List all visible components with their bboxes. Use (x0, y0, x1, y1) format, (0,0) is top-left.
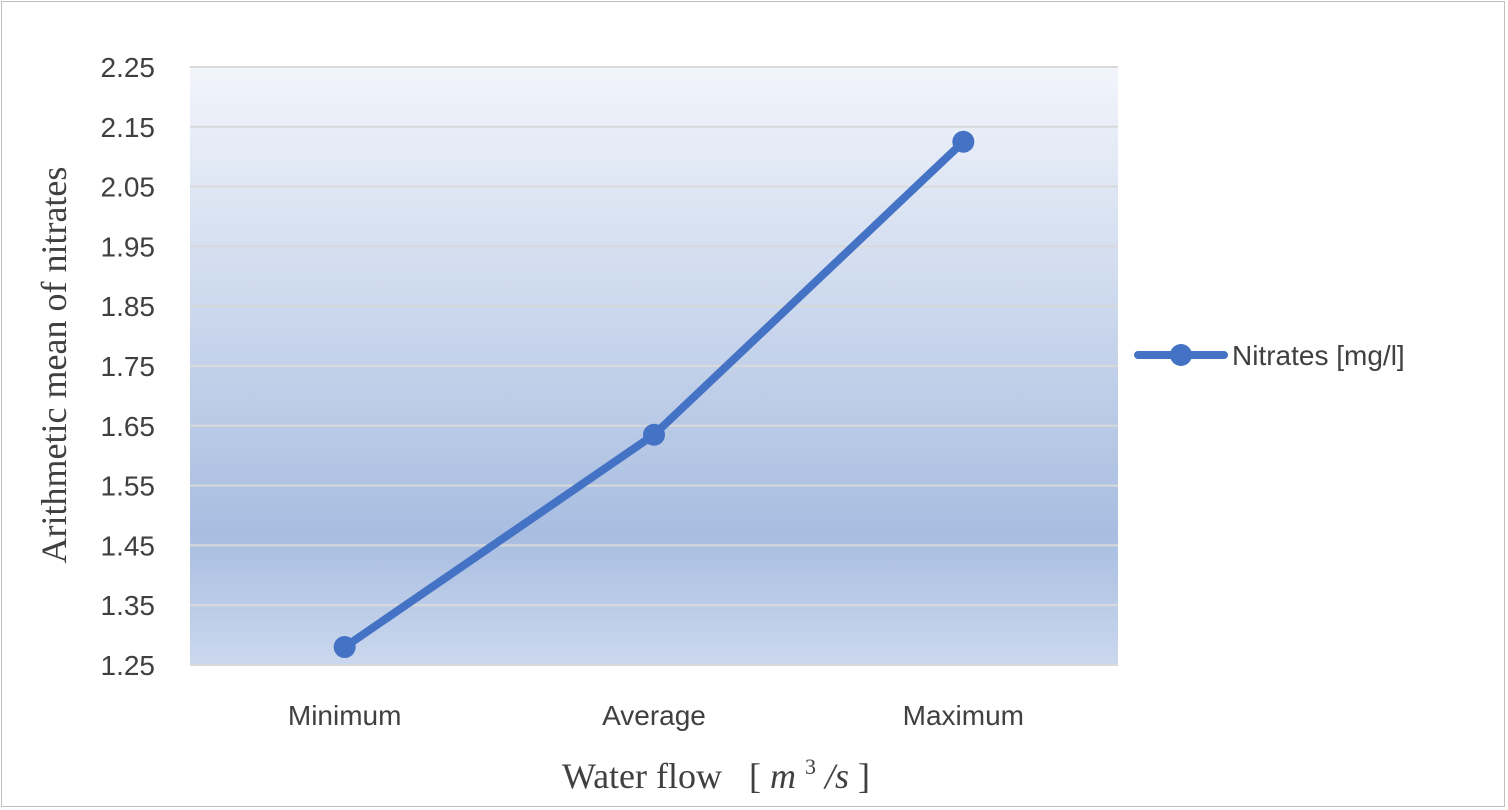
x-axis-unit-close: ] (858, 756, 870, 796)
x-axis-unit-open: [ (749, 756, 761, 796)
y-tick-label: 1.95 (101, 231, 156, 262)
y-tick-label: 1.75 (101, 351, 156, 382)
y-tick-label: 1.25 (101, 650, 156, 681)
legend: Nitrates [mg/l] (1134, 340, 1405, 371)
y-tick-label: 1.65 (101, 411, 156, 442)
y-tick-label: 1.85 (101, 291, 156, 322)
series-group (333, 130, 975, 659)
x-axis-ticks: Minimum Average Maximum (288, 700, 1024, 731)
x-tick-label: Average (602, 700, 706, 731)
x-tick-label: Maximum (903, 700, 1024, 731)
x-tick-label: Minimum (288, 700, 402, 731)
x-axis-title-text: Water flow (562, 756, 722, 796)
y-tick-label: 1.45 (101, 530, 156, 561)
data-point (952, 130, 975, 153)
y-tick-label: 1.35 (101, 590, 156, 621)
y-tick-label: 2.15 (101, 112, 156, 143)
x-axis-unit-var: m (770, 756, 796, 796)
y-tick-label: 2.25 (101, 52, 156, 83)
x-axis-unit-rest: /s (823, 756, 849, 796)
legend-label: Nitrates [mg/l] (1232, 340, 1405, 371)
data-point (643, 423, 665, 446)
x-axis-unit-sup: 3 (805, 754, 816, 779)
data-point (333, 636, 356, 659)
x-axis-title: Water flow [ m 3 /s ] (562, 742, 870, 796)
y-axis-ticks: 2.25 2.15 2.05 1.95 1.85 1.75 1.65 1.55 1.45 1.35… (101, 52, 156, 681)
legend-dot-marker (1170, 344, 1192, 366)
y-axis-title: Arithmetic mean of nitrates (34, 167, 74, 564)
y-tick-label: 1.55 (101, 471, 156, 502)
y-tick-label: 2.05 (101, 172, 156, 203)
